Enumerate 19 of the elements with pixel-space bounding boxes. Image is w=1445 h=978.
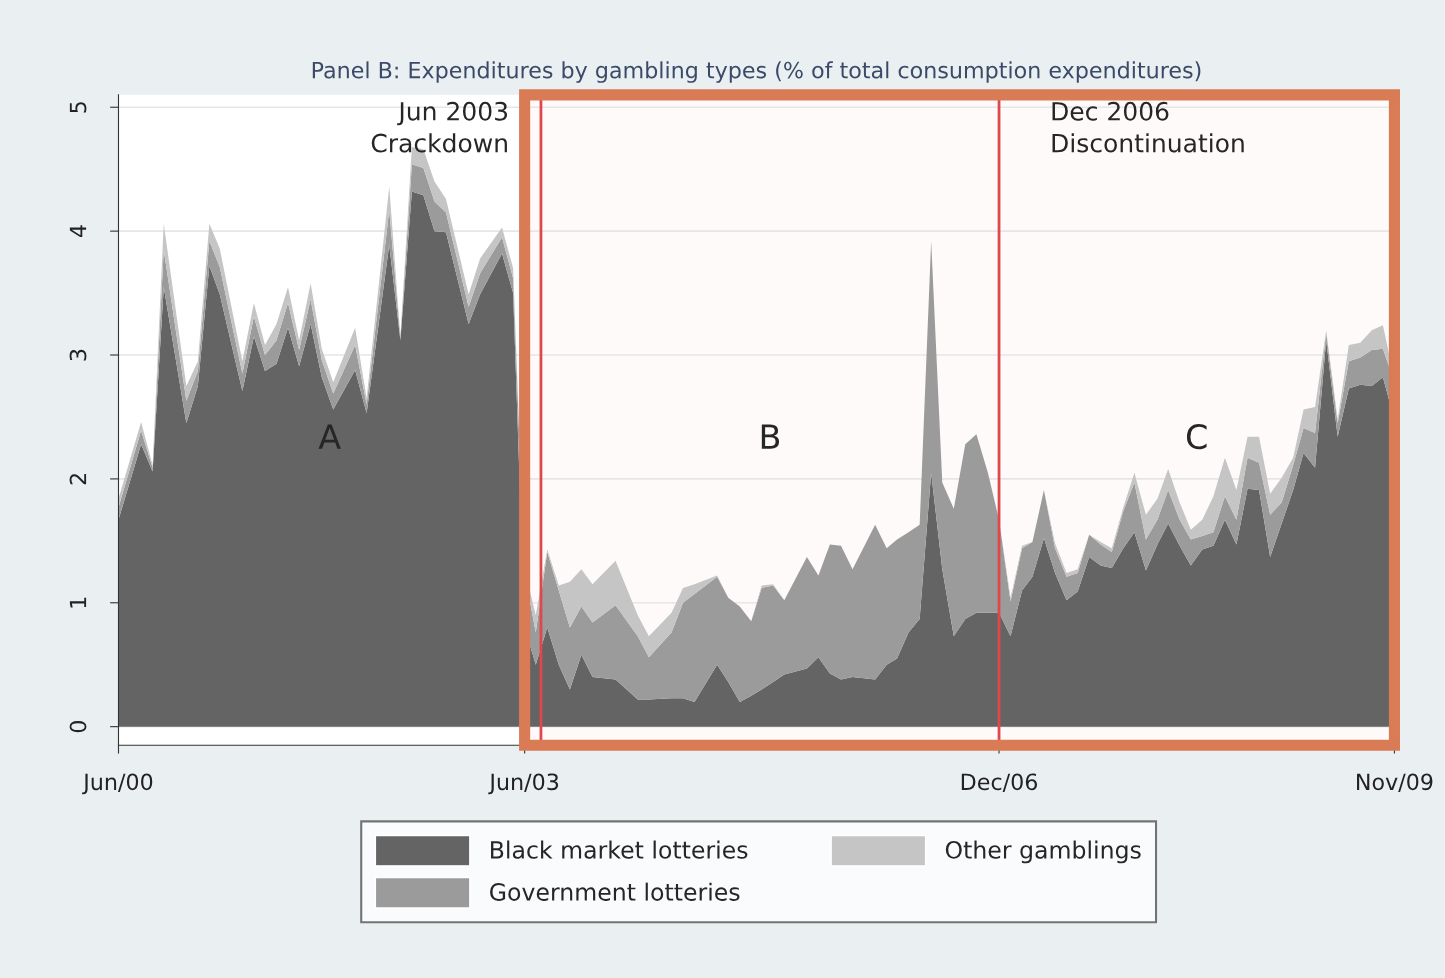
x-tick-label: Jun/00 xyxy=(82,773,153,795)
annotation: B xyxy=(761,424,780,449)
ref-line-label: Jun 2003 Crackdown xyxy=(371,101,508,153)
legend-label: Other gamblings xyxy=(945,840,1141,864)
x-tick-label: Jun/03 xyxy=(488,773,559,795)
annotation: A xyxy=(318,424,341,449)
x-tick-label: Nov/09 xyxy=(1357,773,1433,792)
y-tick-label: 0 xyxy=(69,721,87,733)
annotation: C xyxy=(1186,424,1207,450)
legend-label: Government lotteries xyxy=(490,882,740,901)
chart-title: Panel B: Expenditures by gambling types (% of total consumption expenditures) xyxy=(312,61,1201,83)
x-tick-label: Dec/06 xyxy=(961,773,1038,792)
y-tick-label: 5 xyxy=(69,102,87,113)
y-tick-label: 4 xyxy=(69,225,87,238)
y-tick-label: 3 xyxy=(69,349,87,361)
y-tick-label: 1 xyxy=(69,597,87,608)
legend-label: Black market lotteries xyxy=(491,840,748,859)
ref-line-label: Dec 2006 Discontinuation xyxy=(1052,101,1244,153)
y-tick-label: 2 xyxy=(69,474,87,485)
